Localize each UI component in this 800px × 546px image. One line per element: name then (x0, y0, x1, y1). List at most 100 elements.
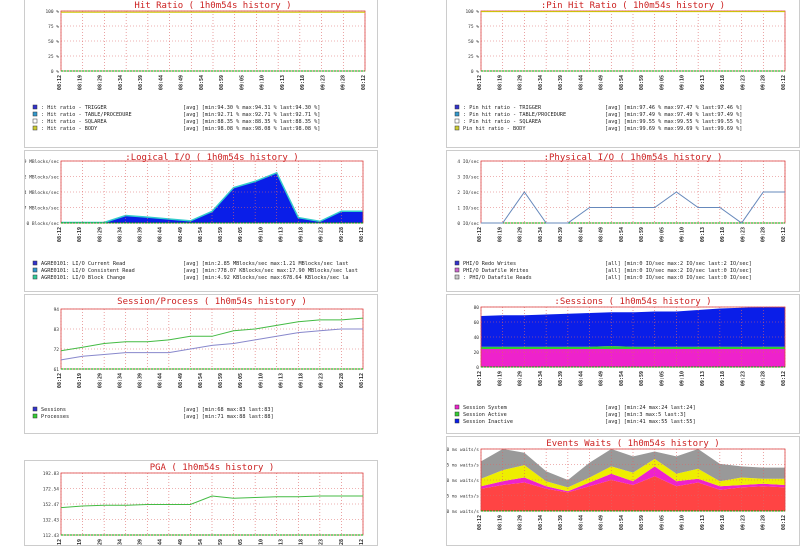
x-tick-label: 08:34 (538, 515, 544, 530)
legend-label: : PHI/O Datafile Reads (463, 275, 532, 281)
x-tick-label: 08:29 (518, 227, 524, 242)
logical-io-panel: :Logical I/O ( 1h0m54s history ) 23.09 MB… (24, 150, 378, 292)
chart-title: :Logical I/O ( 1h0m54s history ) (125, 153, 298, 163)
legend-swatch (454, 111, 460, 117)
x-tick-label: 08:39 (558, 515, 564, 530)
y-tick-label: 3 IO/sec (457, 175, 479, 181)
x-tick-label: 08:54 (619, 515, 625, 530)
legend-swatch (454, 267, 460, 273)
area-series-1 (481, 466, 785, 493)
x-tick-label: 08:59 (219, 75, 225, 90)
y-tick-label: 0 ms waits/s (447, 509, 479, 515)
x-tick-label: 08:12 (477, 227, 483, 242)
y-tick-label: 0 IO/sec (457, 221, 479, 227)
line-series-1 (60, 317, 364, 352)
legend-label: PHI/O Redo Writes (463, 261, 516, 267)
x-tick-label: 08:34 (117, 227, 123, 242)
x-tick-label: 09:28 (761, 371, 767, 386)
legend-stats: [avg] [min:94.30 % max:94.31 % last:94.3… (183, 105, 320, 111)
x-tick-label: 08:44 (158, 75, 164, 90)
x-tick-label: 09:10 (680, 227, 686, 242)
x-tick-label: 08:49 (179, 75, 185, 90)
x-tick-label: 09:10 (680, 515, 686, 530)
y-tick-label: 23.09 MBlocks/sec (25, 159, 59, 165)
chart-title: PGA ( 1h0m54s history ) (150, 463, 275, 473)
legend-swatch (454, 418, 460, 424)
line-series-0 (481, 191, 785, 224)
legend-label: : Hit ratio - TRIGGER (41, 105, 107, 111)
x-tick-label: 08:39 (558, 227, 564, 242)
x-tick-label: 08:39 (138, 373, 144, 388)
legend-swatch (454, 411, 460, 417)
legend-stats: [all] [min:0 IO/sec max:2 IO/sec last:0 … (605, 268, 752, 274)
legend-swatch (454, 404, 460, 410)
y-tick-label: 172.54 (43, 487, 60, 493)
x-tick-label: 08:12 (781, 75, 787, 90)
physical-io-panel: :Physical I/O ( 1h0m54s history ) 4 IO/se… (446, 150, 800, 292)
x-tick-label: 08:19 (497, 515, 503, 530)
legend-stats: [all] [min:0 IO/sec max:0 IO/sec last:0 … (605, 275, 752, 281)
legend-label: Session Inactive (463, 419, 513, 425)
y-tick-label: 40 (474, 335, 480, 341)
y-tick-label: 250 ms waits/s (447, 478, 479, 484)
x-tick-label: 08:12 (781, 227, 787, 242)
series-outline-line (61, 171, 363, 224)
x-tick-label: 08:59 (218, 373, 224, 388)
x-tick-label: 08:34 (117, 373, 123, 388)
y-tick-label: 83 (54, 327, 60, 333)
legend-stats: [avg] [min:88.35 % max:88.35 % last:88.3… (183, 119, 320, 125)
y-tick-label: 152.47 (43, 502, 60, 508)
legend-label: : Pin hit ratio - TRIGGER (463, 105, 542, 111)
x-tick-label: 09:28 (761, 75, 767, 90)
y-tick-label: 25 % (48, 54, 59, 60)
x-tick-label: 08:59 (639, 371, 645, 386)
legend-label: PHI/O Datafile Writes (463, 268, 529, 274)
legend-label: : Hit ratio - SQLAREA (41, 119, 107, 125)
x-tick-label: 08:59 (639, 515, 645, 530)
x-tick-label: 09:05 (238, 227, 244, 242)
x-tick-label: 08:49 (599, 515, 605, 530)
legend-swatch (32, 406, 38, 412)
y-tick-label: 125 ms waits/s (447, 494, 479, 500)
x-tick-label: 08:12 (477, 371, 483, 386)
y-tick-label: 0 % (471, 69, 479, 75)
x-tick-label: 08:29 (97, 227, 103, 242)
y-tick-label: 100 % (45, 9, 59, 15)
chart-title: Events Waits ( 1h0m54s history ) (546, 439, 719, 449)
x-tick-label: 08:19 (497, 371, 503, 386)
pin-hit-ratio-panel: :Pin Hit Ratio ( 1h0m54s history ) 100 % 7… (446, 0, 800, 148)
x-tick-label: 09:13 (700, 227, 706, 242)
x-tick-label: 08:59 (218, 227, 224, 242)
x-tick-label: 08:12 (57, 75, 63, 90)
y-tick-label: 50 % (48, 39, 59, 45)
x-tick-label: 09:28 (341, 75, 347, 90)
x-tick-label: 09:13 (280, 75, 286, 90)
legend-stats: [avg] [min:24 max:24 last:24] (605, 405, 696, 411)
y-tick-label: 50 % (468, 39, 479, 45)
x-tick-label: 09:28 (339, 373, 345, 388)
y-tick-label: 5.77 MBlocks/sec (25, 206, 59, 212)
x-tick-label: 09:10 (258, 373, 264, 388)
legend-stats: [avg] [min:4.92 KBlocks/sec max:678.64 K… (183, 275, 349, 281)
x-tick-label: 08:49 (178, 373, 184, 388)
x-tick-label: 08:54 (198, 373, 204, 388)
x-tick-label: 08:44 (578, 515, 584, 530)
x-tick-label: 08:34 (538, 75, 544, 90)
y-tick-label: 25 % (468, 54, 479, 60)
legend-swatch (32, 104, 38, 110)
x-tick-label: 08:12 (57, 227, 63, 242)
pga-chart: PGA ( 1h0m54s history ) 192.83 172.54 152.4… (43, 463, 365, 545)
y-tick-label: 17.32 MBlocks/sec (25, 175, 59, 181)
y-tick-label: 75 % (48, 24, 59, 30)
x-tick-label: 08:29 (518, 371, 524, 386)
x-tick-label: 08:34 (538, 227, 544, 242)
x-tick-label: 09:18 (299, 373, 305, 388)
x-tick-label: 08:59 (639, 75, 645, 90)
x-tick-label: 08:54 (198, 227, 204, 242)
x-tick-label: 08:12 (781, 371, 787, 386)
x-tick-label: 08:39 (138, 227, 144, 242)
x-tick-label: 08:39 (138, 75, 144, 90)
x-tick-label: 09:05 (239, 75, 245, 90)
y-tick-label: 0 % (51, 69, 59, 75)
legend-swatch (454, 274, 460, 280)
